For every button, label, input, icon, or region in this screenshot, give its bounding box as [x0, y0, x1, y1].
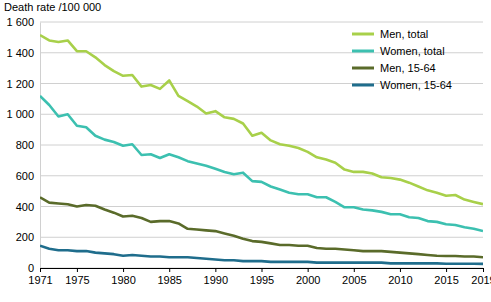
x-tick: 1985 — [157, 268, 181, 286]
y-tick-label: 800 — [16, 139, 34, 151]
y-tick: 1 400 — [6, 47, 40, 59]
x-tick-label: 1995 — [250, 274, 274, 286]
x-tick-label: 2010 — [388, 274, 412, 286]
x-tick-mark — [77, 268, 78, 272]
series-line — [40, 35, 483, 204]
y-tick-label: 1 400 — [6, 47, 34, 59]
x-tick: 1980 — [111, 268, 135, 286]
x-tick-mark — [215, 268, 216, 272]
legend-swatch — [352, 50, 374, 53]
x-tick-mark — [169, 268, 170, 272]
grid-line — [40, 237, 483, 238]
y-tick: 200 — [16, 231, 40, 243]
y-tick: 1 200 — [6, 78, 40, 90]
y-tick: 600 — [16, 170, 40, 182]
x-tick-mark — [354, 268, 355, 272]
y-tick-label: 0 — [28, 262, 34, 274]
x-tick: 1990 — [204, 268, 228, 286]
grid-line — [40, 175, 483, 176]
legend-swatch — [352, 33, 374, 36]
x-tick-mark — [308, 268, 309, 272]
grid-line — [40, 145, 483, 146]
x-tick: 2010 — [388, 268, 412, 286]
y-tick: 400 — [16, 201, 40, 213]
y-tick-label: 400 — [16, 201, 34, 213]
x-tick: 1971 — [28, 268, 52, 286]
y-tick: 1 000 — [6, 108, 40, 120]
legend-label: Women, 15-64 — [380, 79, 452, 91]
y-axis-line — [40, 23, 41, 269]
x-tick: 1975 — [65, 268, 89, 286]
x-tick: 1995 — [250, 268, 274, 286]
x-tick-label: 1975 — [65, 274, 89, 286]
x-tick-mark — [123, 268, 124, 272]
y-tick: 0 — [28, 262, 40, 274]
x-tick: 2015 — [434, 268, 458, 286]
x-tick-mark — [262, 268, 263, 272]
x-tick-mark — [400, 268, 401, 272]
x-tick-label: 1971 — [28, 274, 52, 286]
chart: 02004006008001 0001 2001 4001 6001971197… — [0, 0, 491, 302]
grid-line — [40, 22, 483, 23]
x-tick-mark — [40, 268, 41, 272]
y-axis: 0 200 400 600 800 1 000 1 200 1 400 1 600 — [6, 16, 40, 274]
y-axis-title: Death rate /100 000 — [4, 1, 101, 13]
x-tick-label: 2005 — [342, 274, 366, 286]
y-tick-label: 200 — [16, 231, 34, 243]
series-line — [40, 246, 483, 264]
legend-label: Men, total — [380, 28, 428, 40]
x-tick-mark — [483, 268, 484, 272]
x-tick: 2019 — [471, 268, 491, 286]
grid-line — [40, 206, 483, 207]
series-lines — [40, 35, 483, 264]
x-tick-label: 2015 — [434, 274, 458, 286]
grid — [40, 22, 483, 268]
plot: 02004006008001 0001 2001 4001 6001971197… — [6, 16, 491, 286]
series-line — [40, 197, 483, 257]
y-tick: 1 600 — [6, 16, 40, 28]
y-tick: 800 — [16, 139, 40, 151]
x-tick: 2005 — [342, 268, 366, 286]
x-tick-label: 1985 — [157, 274, 181, 286]
y-tick-label: 1 600 — [6, 16, 34, 28]
legend-swatch — [352, 67, 374, 70]
x-tick-label: 2019 — [471, 274, 491, 286]
legend: Men, total Women, total Men, 15-64 Women, 1… — [352, 28, 452, 91]
x-axis: 1971 1975 1980 1985 1990 1995 2000 2005 2010 2015… — [28, 268, 491, 286]
legend-label: Women, total — [380, 45, 445, 57]
x-tick: 2000 — [296, 268, 320, 286]
grid-line — [40, 114, 483, 115]
y-tick-label: 1 200 — [6, 78, 34, 90]
y-tick-label: 600 — [16, 170, 34, 182]
legend-swatch — [352, 84, 374, 87]
y-tick-label: 1 000 — [6, 108, 34, 120]
x-tick-label: 1990 — [204, 274, 228, 286]
x-tick-label: 1980 — [111, 274, 135, 286]
x-tick-label: 2000 — [296, 274, 320, 286]
x-tick-mark — [446, 268, 447, 272]
legend-label: Men, 15-64 — [380, 62, 436, 74]
